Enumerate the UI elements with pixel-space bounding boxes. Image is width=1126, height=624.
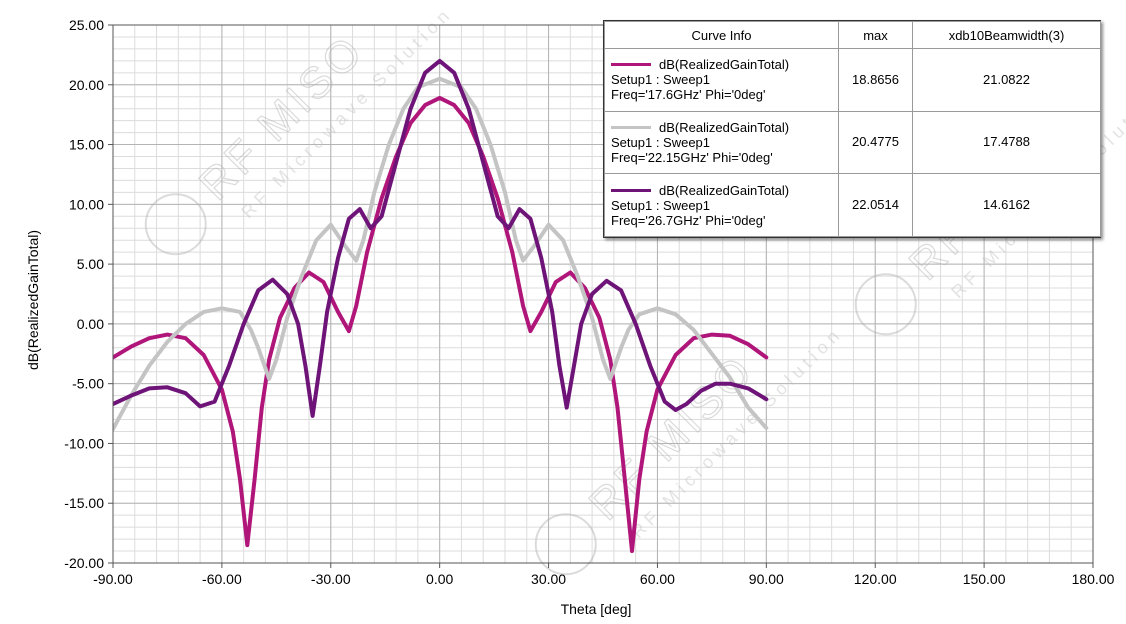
x-tick-label: 120.00 [854, 571, 897, 587]
y-tick-label: -20.00 [64, 555, 104, 571]
legend-beamwidth-value: 14.6162 [912, 173, 1101, 237]
legend-max-value: 22.0514 [838, 173, 913, 237]
series-line-1 [113, 95, 769, 553]
x-tick-label: 30.00 [531, 571, 566, 587]
legend-series-setup: Setup1 : Sweep1 [611, 72, 711, 88]
watermark-logo-icon [534, 513, 597, 576]
x-tick-label: -60.00 [202, 571, 242, 587]
legend-header-max[interactable]: max [838, 21, 913, 49]
x-tick-label: 180.00 [1072, 571, 1115, 587]
legend-series-freq: Freq='17.6GHz' Phi='0deg' [611, 87, 766, 103]
y-tick-label: 5.00 [77, 256, 104, 272]
legend-series-freq: Freq='26.7GHz' Phi='0deg' [611, 212, 766, 228]
series-swatch [611, 188, 651, 192]
y-tick-label: 10.00 [69, 196, 104, 212]
watermark-logo-icon [854, 273, 917, 336]
legend-beamwidth-value: 21.0822 [912, 48, 1101, 112]
legend-series-freq: Freq='22.15GHz' Phi='0deg' [611, 149, 773, 165]
series-swatch [611, 63, 651, 67]
legend-series-name: dB(RealizedGainTotal) [659, 182, 790, 198]
legend-curve-info: dB(RealizedGainTotal) Setup1 : Sweep1 Fr… [604, 48, 839, 112]
legend-max-value: 20.4775 [838, 110, 913, 175]
series-line-3 [113, 58, 769, 418]
legend-row[interactable]: dB(RealizedGainTotal) Setup1 : Sweep1 Fr… [604, 173, 1101, 237]
x-tick-label: 150.00 [963, 571, 1006, 587]
x-tick-label: -90.00 [93, 571, 133, 587]
watermark-logo-icon [144, 193, 207, 256]
y-tick-label: -10.00 [64, 435, 104, 451]
series-swatch [611, 125, 651, 129]
legend-beamwidth-value: 17.4788 [912, 110, 1101, 175]
legend-row[interactable]: dB(RealizedGainTotal) Setup1 : Sweep1 Fr… [604, 110, 1101, 175]
y-tick-label: 20.00 [69, 77, 104, 93]
y-tick-label: 25.00 [69, 17, 104, 33]
y-tick-label: 15.00 [69, 137, 104, 153]
y-tick-label: 0.00 [77, 316, 104, 332]
legend-series-name: dB(RealizedGainTotal) [659, 119, 790, 135]
legend-curve-info: dB(RealizedGainTotal) Setup1 : Sweep1 Fr… [604, 110, 839, 175]
y-tick-label: -5.00 [72, 376, 104, 392]
legend-row[interactable]: dB(RealizedGainTotal) Setup1 : Sweep1 Fr… [604, 48, 1101, 112]
x-tick-label: 90.00 [749, 571, 784, 587]
legend-series-name: dB(RealizedGainTotal) [659, 57, 790, 73]
x-axis-label: Theta [deg] [561, 601, 632, 617]
legend-header-curve-info[interactable]: Curve Info [604, 21, 839, 49]
series-line-2 [113, 76, 769, 432]
x-tick-label: 0.00 [426, 571, 453, 587]
legend-curve-info: dB(RealizedGainTotal) Setup1 : Sweep1 Fr… [604, 173, 839, 237]
legend-max-value: 18.8656 [838, 48, 913, 112]
x-tick-label: -30.00 [311, 571, 351, 587]
legend-header-beamwidth[interactable]: xdb10Beamwidth(3) [912, 21, 1101, 49]
y-tick-label: -15.00 [64, 495, 104, 511]
y-axis-label: dB(RealizedGainTotal) [25, 230, 41, 370]
curve-info-legend[interactable]: Curve Info max xdb10Beamwidth(3) dB(Real… [603, 20, 1101, 238]
legend-series-setup: Setup1 : Sweep1 [611, 197, 711, 213]
x-tick-label: 60.00 [640, 571, 675, 587]
legend-series-setup: Setup1 : Sweep1 [611, 134, 711, 150]
